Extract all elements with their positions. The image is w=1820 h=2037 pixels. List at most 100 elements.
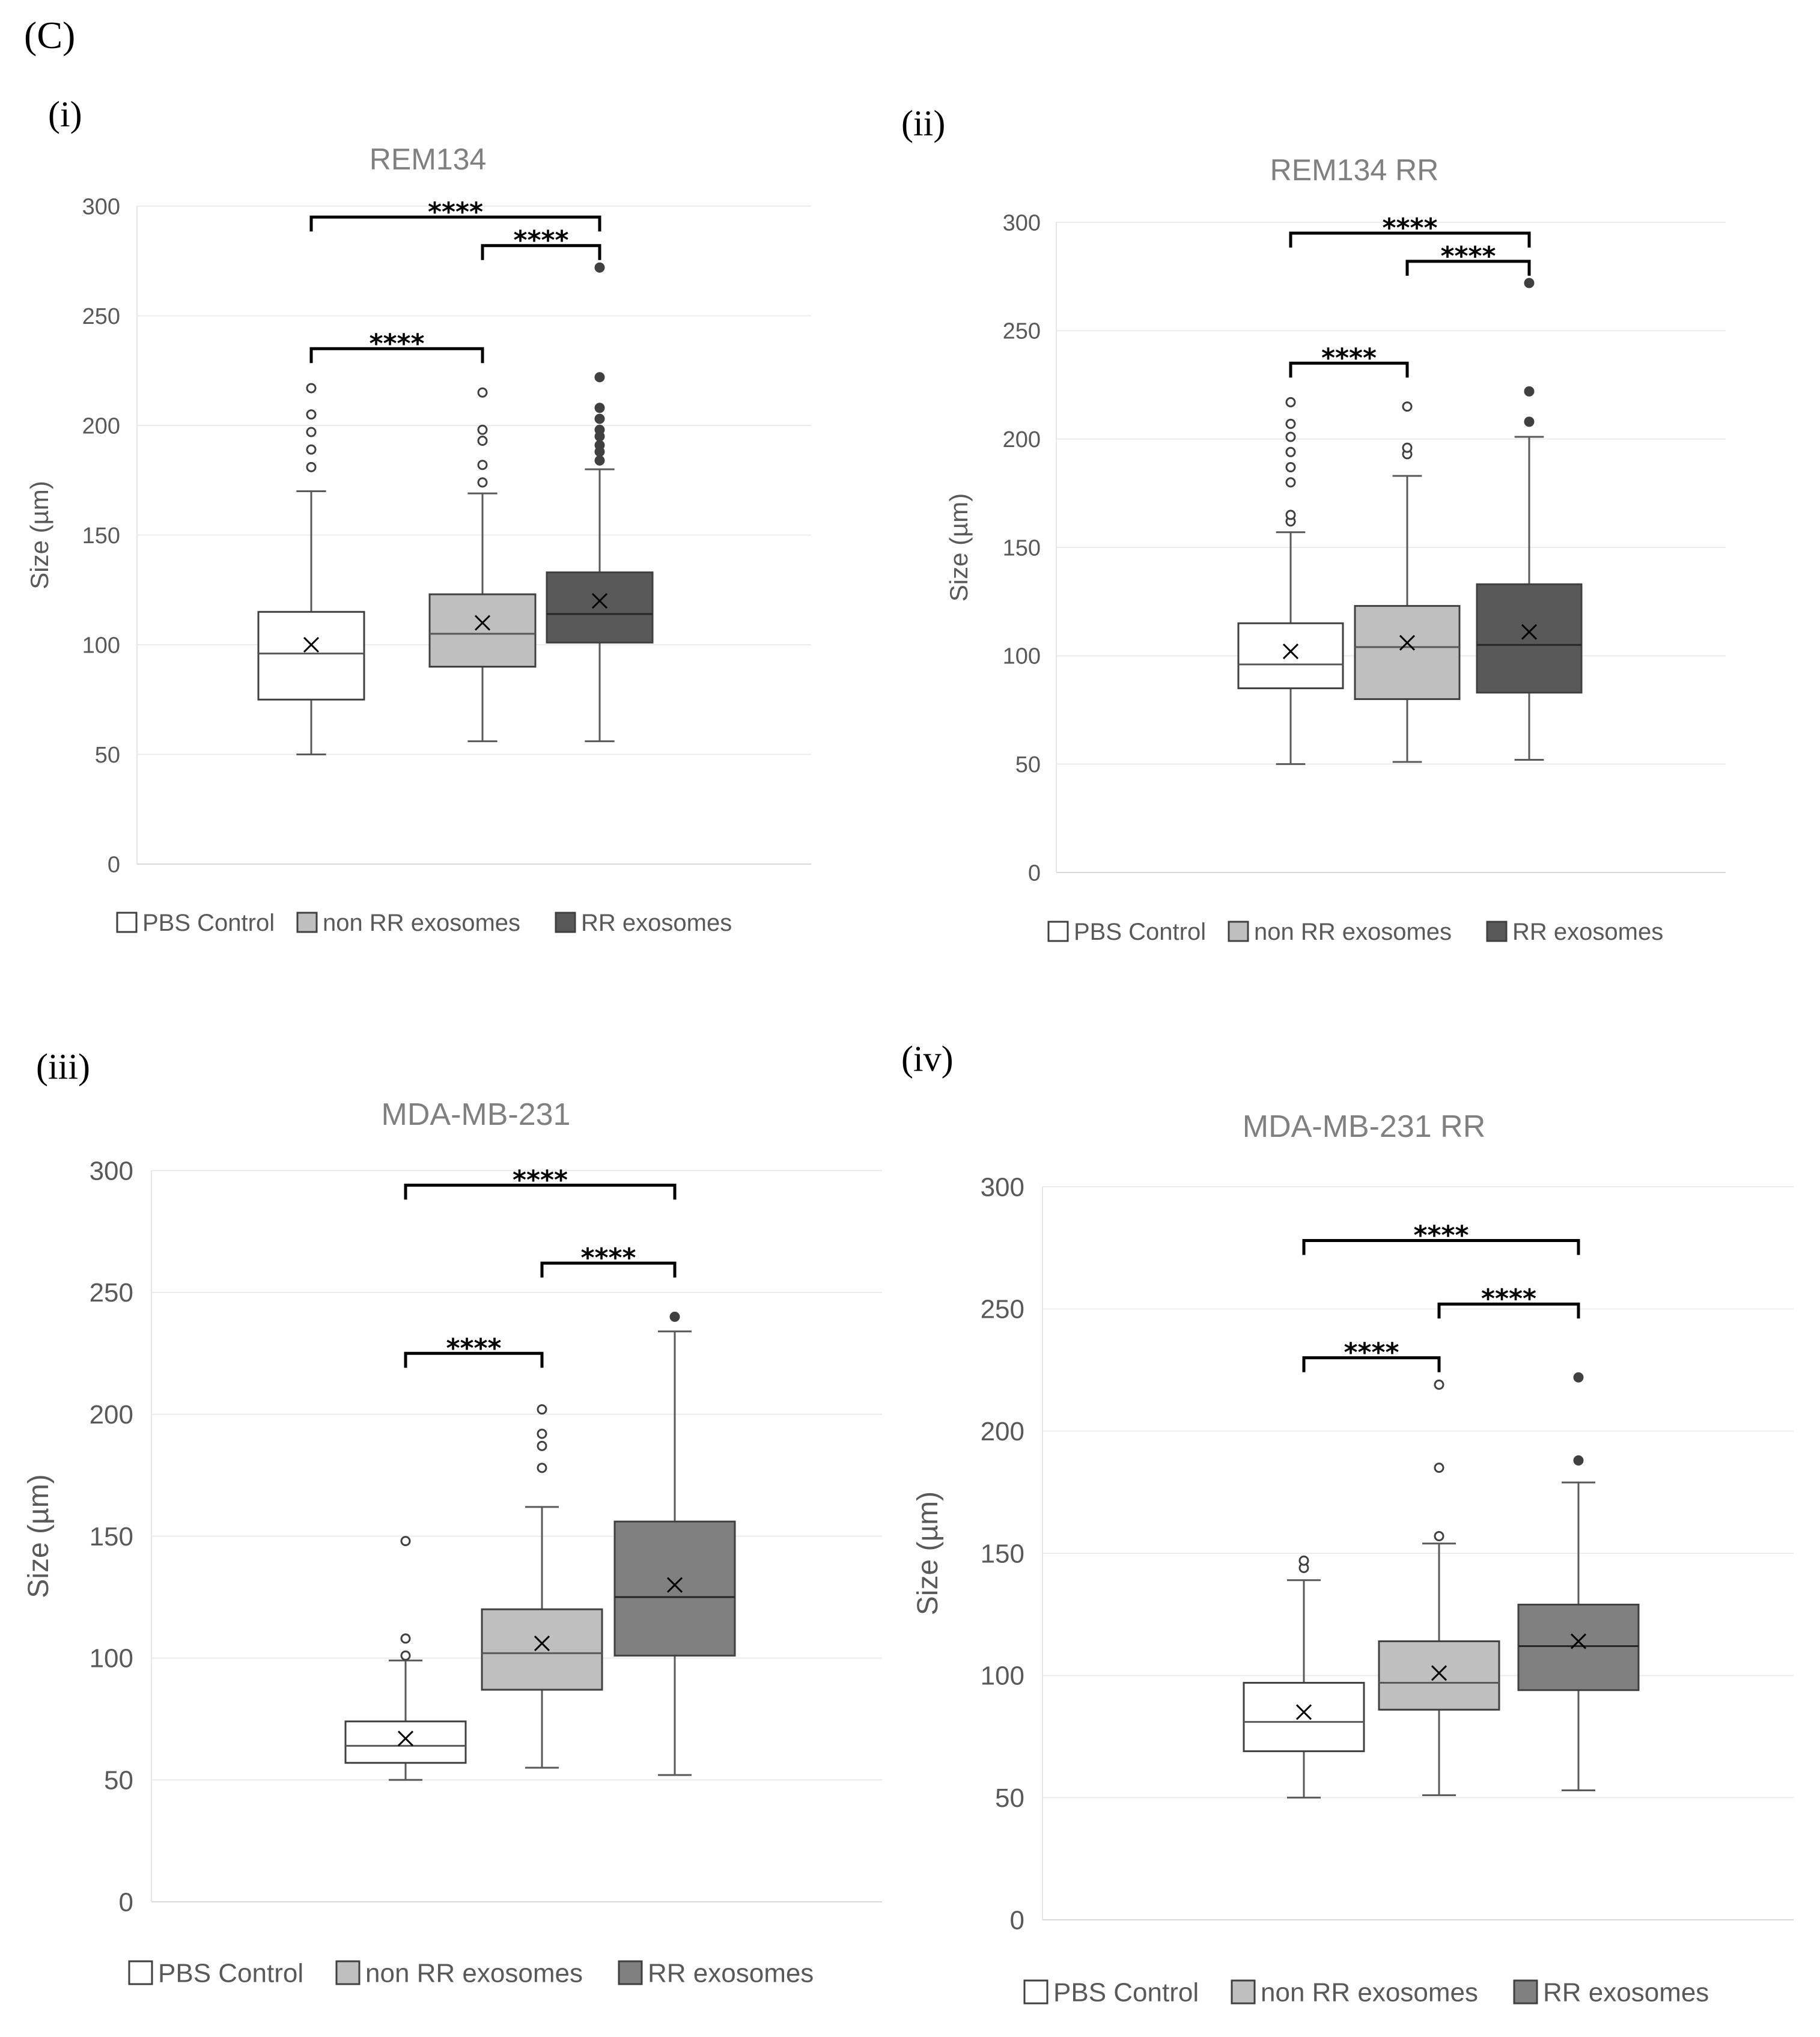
- chart-title: REM134 RR: [1270, 153, 1439, 187]
- significance-bracket: ****: [404, 1333, 544, 1368]
- legend-swatch: [128, 1960, 153, 1985]
- mean-marker: [1521, 624, 1538, 640]
- bracket-line: [309, 347, 484, 364]
- outlier-point: [306, 383, 317, 394]
- y-axis-label: Size (µm): [912, 1491, 944, 1615]
- y-tick-label: 0: [1028, 860, 1041, 886]
- chart-title: MDA-MB-231: [382, 1097, 571, 1132]
- panel-label: (iv): [901, 1039, 954, 1079]
- bracket-line: [1405, 260, 1531, 276]
- outlier-point: [594, 424, 605, 435]
- significance-label: ****: [1440, 241, 1496, 272]
- outlier-point: [1285, 477, 1296, 488]
- significance-label: ****: [1344, 1338, 1399, 1368]
- legend-swatch: [1513, 1979, 1538, 2005]
- outlier-point: [306, 409, 317, 420]
- significance-bracket: ****: [1437, 1283, 1580, 1319]
- significance-label: ****: [428, 196, 483, 227]
- y-tick-label: 0: [108, 852, 120, 877]
- legend-swatch: [1228, 921, 1249, 942]
- significance-bracket: ****: [540, 1243, 677, 1278]
- outlier-point: [594, 455, 605, 466]
- outlier-point: [306, 427, 317, 437]
- mean-marker: [1570, 1633, 1587, 1649]
- box-series: [344, 1536, 467, 1781]
- bracket-line: [404, 1183, 677, 1200]
- significance-bracket: ****: [1302, 1338, 1441, 1372]
- box-series: [613, 1311, 736, 1776]
- iqr-box: [1378, 1640, 1500, 1711]
- significance-label: ****: [1382, 213, 1437, 243]
- iqr-box: [481, 1608, 603, 1691]
- mean-marker: [303, 636, 320, 653]
- legend-swatch: [296, 912, 318, 933]
- chart-panel: (iii) MDA-MB-231 0 50 100 150 200 250 300 Size (µ…: [23, 1047, 882, 1988]
- outlier-point: [1285, 418, 1296, 429]
- iqr-box: [257, 610, 365, 701]
- outlier-point: [1573, 1455, 1584, 1466]
- outlier-point: [1524, 416, 1535, 427]
- outlier-point: [1285, 446, 1296, 457]
- iqr-box: [428, 593, 537, 668]
- legend-swatch: [1047, 921, 1069, 942]
- legend-swatch: [1486, 921, 1508, 942]
- significance-bracket: ****: [1289, 343, 1409, 378]
- outlier-point: [537, 1463, 547, 1473]
- significance-label: ****: [513, 1165, 568, 1195]
- significance-bracket: ****: [309, 328, 484, 364]
- legend: PBS Control non RR exosomes RR exosomes: [128, 1958, 814, 1988]
- box-series: [428, 387, 537, 743]
- outlier-point: [594, 440, 605, 451]
- y-tick-label: 50: [104, 1766, 133, 1795]
- y-axis-label: Size (µm): [23, 1474, 55, 1598]
- legend-swatch: [335, 1960, 361, 1985]
- mean-marker: [397, 1731, 414, 1747]
- outlier-point: [1434, 1463, 1444, 1473]
- outlier-point: [1573, 1372, 1584, 1383]
- bracket-line: [309, 215, 601, 232]
- significance-bracket: ****: [1302, 1220, 1580, 1255]
- box-series: [1237, 397, 1344, 766]
- bracket-line: [1289, 361, 1409, 378]
- outlier-point: [1285, 510, 1296, 520]
- box-series: [1354, 401, 1461, 763]
- legend-label: non RR exosomes: [1261, 1978, 1478, 2007]
- chart-panel: (ii) REM134 RR 0 50 100 150 200 250 300 Size (µm)…: [901, 103, 1726, 945]
- bracket-line: [1302, 1356, 1441, 1372]
- y-tick-label: 150: [981, 1539, 1024, 1568]
- significance-label: ****: [513, 225, 568, 256]
- significance-bracket: ****: [404, 1165, 677, 1200]
- box-series: [257, 383, 365, 755]
- outlier-point: [1285, 397, 1296, 407]
- box-series: [1378, 1379, 1500, 1797]
- legend-label: PBS Control: [142, 910, 275, 936]
- iqr-box: [613, 1520, 736, 1657]
- mean-marker: [591, 592, 608, 609]
- mean-marker: [474, 615, 491, 631]
- outlier-point: [306, 444, 317, 455]
- panels: (i) REM134 0 50 100 150 200 250 300 Size (µm) ****…: [23, 94, 1794, 2007]
- panel-label: (iii): [36, 1047, 90, 1086]
- legend-swatch: [1023, 1979, 1048, 2005]
- outlier-point: [477, 424, 488, 435]
- outlier-point: [400, 1536, 411, 1547]
- y-tick-label: 300: [82, 194, 120, 219]
- legend-label: non RR exosomes: [1254, 919, 1452, 945]
- panel-label: (ii): [901, 103, 945, 143]
- y-axis-label: Size (µm): [945, 493, 973, 602]
- significance-label: ****: [1321, 343, 1377, 373]
- y-tick-label: 250: [981, 1295, 1024, 1324]
- outlier-point: [537, 1428, 547, 1439]
- y-tick-label: 200: [981, 1417, 1024, 1446]
- bracket-line: [404, 1351, 544, 1368]
- legend-label: RR exosomes: [648, 1958, 814, 1988]
- bracket-line: [1302, 1238, 1580, 1255]
- y-tick-label: 150: [1003, 535, 1041, 561]
- box-series: [546, 262, 654, 743]
- outlier-point: [400, 1650, 411, 1661]
- legend: PBS Control non RR exosomes RR exosomes: [116, 910, 732, 936]
- outlier-point: [594, 372, 605, 383]
- outlier-point: [477, 460, 488, 470]
- outlier-point: [1524, 278, 1535, 288]
- y-tick-label: 50: [95, 743, 120, 768]
